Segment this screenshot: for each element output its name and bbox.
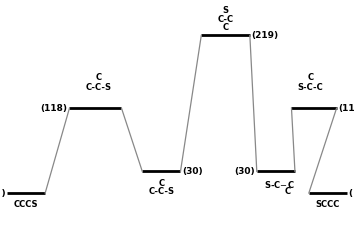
Text: ( 0 ): ( 0 ) (0, 188, 5, 198)
Text: C-C-S: C-C-S (148, 187, 175, 196)
Text: CCCS: CCCS (14, 200, 38, 209)
Text: C: C (158, 179, 165, 188)
Text: S-C$\!-\!$C: S-C$\!-\!$C (264, 179, 295, 190)
Text: (118): (118) (41, 104, 68, 113)
Text: C: C (285, 187, 291, 196)
Text: S-C-C: S-C-C (298, 83, 324, 92)
Text: S: S (223, 6, 229, 15)
Text: C: C (96, 73, 102, 82)
Text: (219): (219) (252, 31, 279, 40)
Text: C: C (308, 73, 314, 82)
Text: C-C: C-C (217, 15, 234, 24)
Text: ( 0 ): ( 0 ) (349, 188, 354, 198)
Text: C: C (223, 23, 229, 32)
Text: (30): (30) (234, 167, 255, 176)
Text: (118): (118) (338, 104, 354, 113)
Text: SCCC: SCCC (316, 200, 340, 209)
Text: C-C-S: C-C-S (86, 83, 112, 92)
Text: (30): (30) (182, 167, 203, 176)
